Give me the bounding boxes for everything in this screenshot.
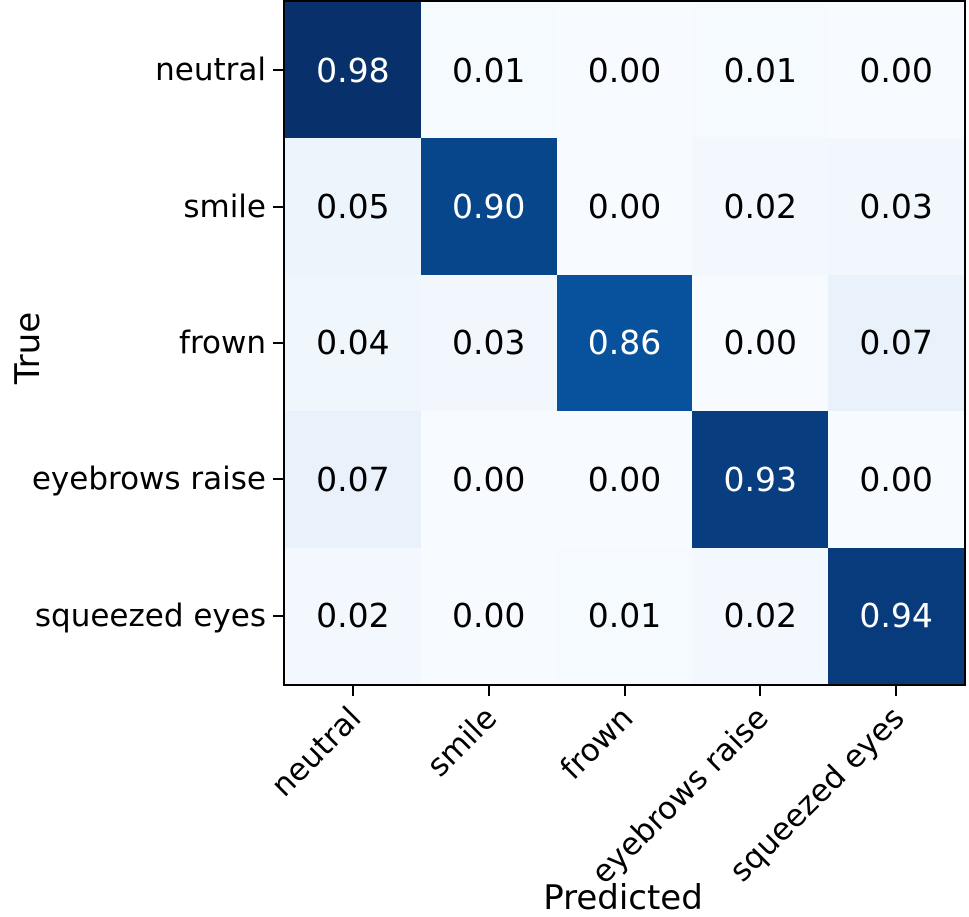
y-tick-mark-3	[273, 478, 283, 481]
heatmap-cell-r1-c0: 0.05	[285, 138, 421, 275]
heatmap-cell-r3-c0: 0.07	[285, 411, 421, 548]
heatmap-cell-r3-c3: 0.93	[692, 411, 829, 548]
cell-value-label: 0.04	[316, 323, 390, 363]
x-tick-mark-3	[759, 686, 762, 696]
heatmap-cell-r3-c1: 0.00	[420, 411, 557, 548]
heatmap-cell-r4-c2: 0.01	[556, 547, 693, 684]
heatmap-cell-r4-c3: 0.02	[692, 547, 829, 684]
heatmap-cell-r2-c0: 0.04	[285, 274, 421, 412]
heatmap-cell-r1-c3: 0.02	[692, 138, 829, 275]
y-tick-label-4: squeezed eyes	[34, 597, 266, 634]
heatmap-cell-r0-c1: 0.01	[420, 2, 557, 139]
heatmap-cell-r0-c3: 0.01	[692, 2, 829, 139]
cell-value-label: 0.00	[587, 50, 662, 90]
heatmap-cell-r1-c4: 0.03	[828, 138, 964, 275]
heatmap-cell-r2-c2: 0.86	[556, 274, 693, 412]
cell-value-label: 0.03	[859, 187, 933, 227]
heatmap-cell-r2-c3: 0.00	[692, 274, 829, 412]
x-tick-mark-4	[895, 686, 898, 696]
y-tick-mark-4	[273, 614, 283, 617]
x-tick-label-1: smile	[420, 700, 505, 784]
cell-value-label: 0.00	[859, 50, 933, 90]
cell-value-label: 0.00	[587, 459, 662, 499]
heatmap-cell-r1-c1: 0.90	[420, 138, 557, 275]
cell-value-label: 0.94	[859, 596, 933, 636]
cell-value-label: 0.00	[451, 459, 526, 499]
plot-area: 0.98 0.01 0.00 0.01 0.00 0.05 0.90 0.00 0.02 0.03…	[283, 0, 966, 686]
x-tick-mark-0	[351, 686, 354, 696]
heatmap-cell-r4-c1: 0.00	[420, 547, 557, 684]
cell-value-label: 0.00	[859, 459, 933, 499]
cell-value-label: 0.00	[723, 323, 798, 363]
y-tick-mark-2	[273, 342, 283, 344]
heatmap-cell-r3-c2: 0.00	[556, 411, 693, 548]
cell-value-label: 0.03	[451, 323, 526, 363]
x-tick-label-2: frown	[553, 700, 640, 787]
cell-value-label: 0.02	[723, 596, 798, 636]
heatmap-grid: 0.98 0.01 0.00 0.01 0.00 0.05 0.90 0.00 0.02 0.03…	[285, 2, 964, 684]
cell-value-label: 0.98	[316, 50, 390, 90]
cell-value-label: 0.05	[316, 187, 390, 227]
heatmap-cell-r0-c4: 0.00	[828, 2, 964, 139]
cell-value-label: 0.02	[723, 187, 798, 227]
heatmap-cell-r4-c4: 0.94	[828, 547, 964, 684]
y-tick-mark-1	[273, 205, 283, 208]
heatmap-cell-r2-c4: 0.07	[828, 274, 964, 412]
cell-value-label: 0.01	[723, 50, 798, 90]
cell-value-label: 0.93	[723, 459, 798, 499]
cell-value-label: 0.01	[451, 50, 526, 90]
x-tick-label-0: neutral	[264, 700, 369, 804]
heatmap-cell-r0-c0: 0.98	[285, 2, 421, 139]
y-tick-label-1: smile	[183, 188, 266, 225]
cell-value-label: 0.00	[451, 596, 526, 636]
x-tick-mark-1	[487, 686, 490, 696]
cell-value-label: 0.02	[316, 596, 390, 636]
cell-value-label: 0.01	[587, 596, 662, 636]
y-tick-label-2: frown	[179, 325, 266, 361]
x-axis-title: Predicted	[543, 878, 703, 917]
heatmap-cell-r3-c4: 0.00	[828, 411, 964, 548]
y-tick-label-0: neutral	[155, 52, 266, 89]
cell-value-label: 0.90	[451, 187, 526, 227]
cell-value-label: 0.86	[587, 323, 662, 363]
cell-value-label: 0.00	[587, 187, 662, 227]
y-tick-label-3: eyebrows raise	[31, 461, 266, 498]
cell-value-label: 0.07	[316, 459, 390, 499]
cell-value-label: 0.07	[859, 323, 933, 363]
heatmap-cell-r0-c2: 0.00	[556, 2, 693, 139]
x-tick-mark-2	[623, 686, 626, 696]
heatmap-cell-r2-c1: 0.03	[420, 274, 557, 412]
y-tick-mark-0	[273, 69, 283, 72]
heatmap-cell-r1-c2: 0.00	[556, 138, 693, 275]
heatmap-cell-r4-c0: 0.02	[285, 547, 421, 684]
